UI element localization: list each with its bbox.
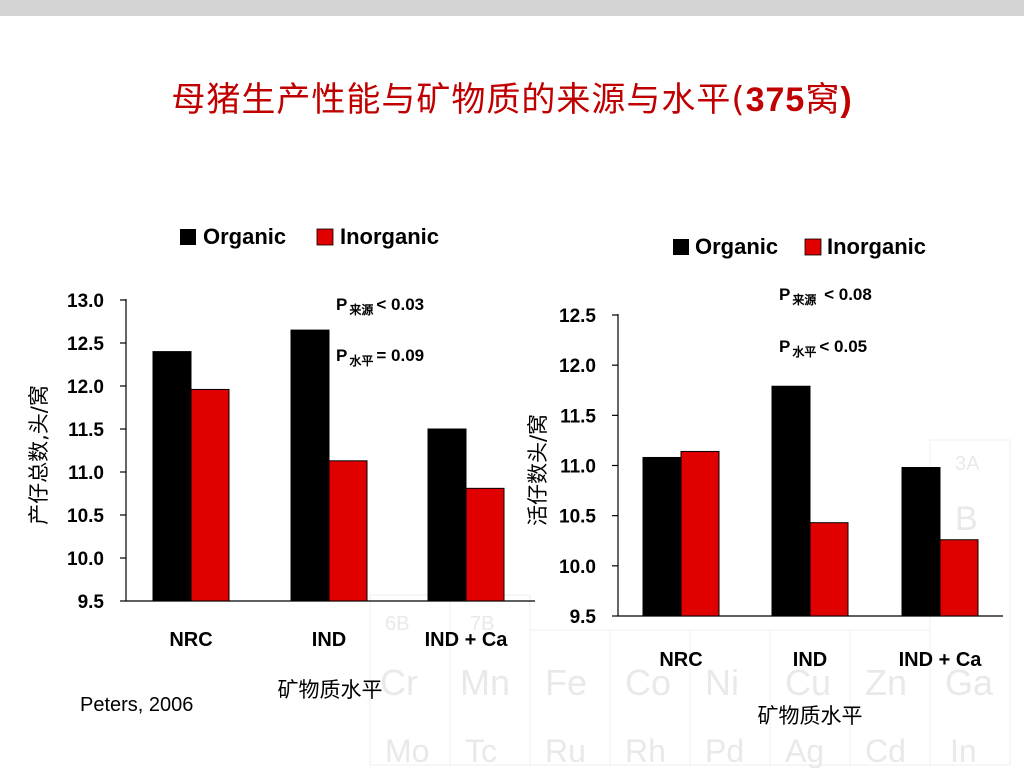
y-tick-label: 12.0 <box>67 377 104 398</box>
bar-inorganic-nrc <box>680 450 720 617</box>
legend-label-inorganic: Inorganic <box>340 224 439 249</box>
title-number: 375 <box>745 81 806 119</box>
title-text: 母猪生产性能与矿物质的来源与水平( <box>171 80 746 120</box>
p-value-annotation: P 来源 < 0.08 <box>779 285 872 307</box>
y-tick-label: 10.0 <box>559 557 596 578</box>
y-tick-label: 13.0 <box>67 291 104 312</box>
bar-organic-ind-ca <box>901 467 941 617</box>
svg-text:Cr: Cr <box>380 662 418 703</box>
y-tick-label: 12.0 <box>559 356 596 377</box>
legend-swatch-inorganic <box>804 238 822 256</box>
y-tick-label: 11.0 <box>68 463 104 484</box>
svg-text:Pd: Pd <box>705 733 744 768</box>
p-value-annotation: P 水平 = 0.09 <box>336 346 424 368</box>
y-tick-label: 11.5 <box>68 420 104 441</box>
y-tick-label: 11.0 <box>560 457 596 478</box>
svg-text:Cd: Cd <box>865 733 906 768</box>
citation: Peters, 2006 <box>80 694 194 716</box>
bar-inorganic-ind <box>809 522 849 617</box>
svg-text:Ni: Ni <box>705 662 739 703</box>
chart-2: 12.5 12.0 11.5 11.0 10.5 10.0 9.5 NRC IND IND + C… <box>526 234 1003 728</box>
p-value-annotation: P 水平 < 0.05 <box>779 337 867 359</box>
bar-inorganic-ind <box>328 460 368 602</box>
x-category-label: NRC <box>659 649 702 671</box>
bar-organic-nrc <box>152 351 192 602</box>
x-category-label: IND + Ca <box>425 629 509 651</box>
svg-text:Cu: Cu <box>785 662 831 703</box>
svg-text:Ga: Ga <box>945 662 994 703</box>
bar-organic-ind <box>290 329 330 602</box>
svg-text:Mn: Mn <box>460 662 510 703</box>
chart-1: 13.0 12.5 12.0 11.5 11.0 10.5 10.0 9.5 NRC IND IND… <box>27 224 535 702</box>
svg-text:Tc: Tc <box>465 733 497 768</box>
bar-organic-ind-ca <box>427 428 467 602</box>
svg-text:Zn: Zn <box>865 662 907 703</box>
y-tick-label: 12.5 <box>67 334 104 355</box>
svg-text:Co: Co <box>625 662 671 703</box>
y-axis-label: 活仔数头/窝 <box>526 414 550 526</box>
slide-title: 母猪生产性能与矿物质的来源与水平(375窝) <box>0 72 1024 121</box>
y-tick-label: 9.5 <box>78 592 105 613</box>
bar-inorganic-ind-ca <box>465 487 505 602</box>
x-category-label: NRC <box>169 629 212 651</box>
svg-text:6B: 6B <box>385 613 409 635</box>
y-axis-label: 产仔总数,头/窝 <box>27 385 51 525</box>
x-category-label: IND + Ca <box>899 649 983 671</box>
title-unit: 窝 <box>805 80 841 120</box>
y-tick-label: 10.5 <box>559 507 596 528</box>
svg-text:7B: 7B <box>470 613 494 635</box>
legend-swatch-inorganic <box>316 228 334 246</box>
y-tick-label: 12.5 <box>559 306 596 327</box>
y-tick-label: 11.5 <box>560 406 596 427</box>
svg-text:3A: 3A <box>955 453 980 475</box>
bar-inorganic-nrc <box>190 388 230 602</box>
y-tick-label: 9.5 <box>570 607 597 628</box>
title-close: ) <box>840 81 853 119</box>
y-tick-label: 10.5 <box>67 506 104 527</box>
svg-text:Ru: Ru <box>545 733 586 768</box>
bar-organic-ind <box>771 385 811 617</box>
legend-label-inorganic: Inorganic <box>827 234 926 259</box>
bar-inorganic-ind-ca <box>939 539 979 617</box>
svg-text:In: In <box>950 733 977 768</box>
y-tick-label: 10.0 <box>67 549 104 570</box>
svg-text:Mo: Mo <box>385 733 429 768</box>
x-category-label: IND <box>793 649 827 671</box>
bar-organic-nrc <box>642 456 682 617</box>
legend-label-organic: Organic <box>695 234 778 259</box>
x-axis-label: 矿物质水平 <box>758 704 863 728</box>
p-value-annotation: P 来源 < 0.03 <box>336 295 424 317</box>
top-bar <box>0 0 1024 16</box>
svg-text:Fe: Fe <box>545 662 587 703</box>
svg-text:Rh: Rh <box>625 733 666 768</box>
svg-text:B: B <box>955 500 978 538</box>
legend-label-organic: Organic <box>203 224 286 249</box>
legend-swatch-organic <box>180 229 196 245</box>
legend-swatch-organic <box>673 239 689 255</box>
x-axis-label: 矿物质水平 <box>278 678 383 702</box>
svg-text:Ag: Ag <box>785 733 824 768</box>
x-category-label: IND <box>312 629 346 651</box>
